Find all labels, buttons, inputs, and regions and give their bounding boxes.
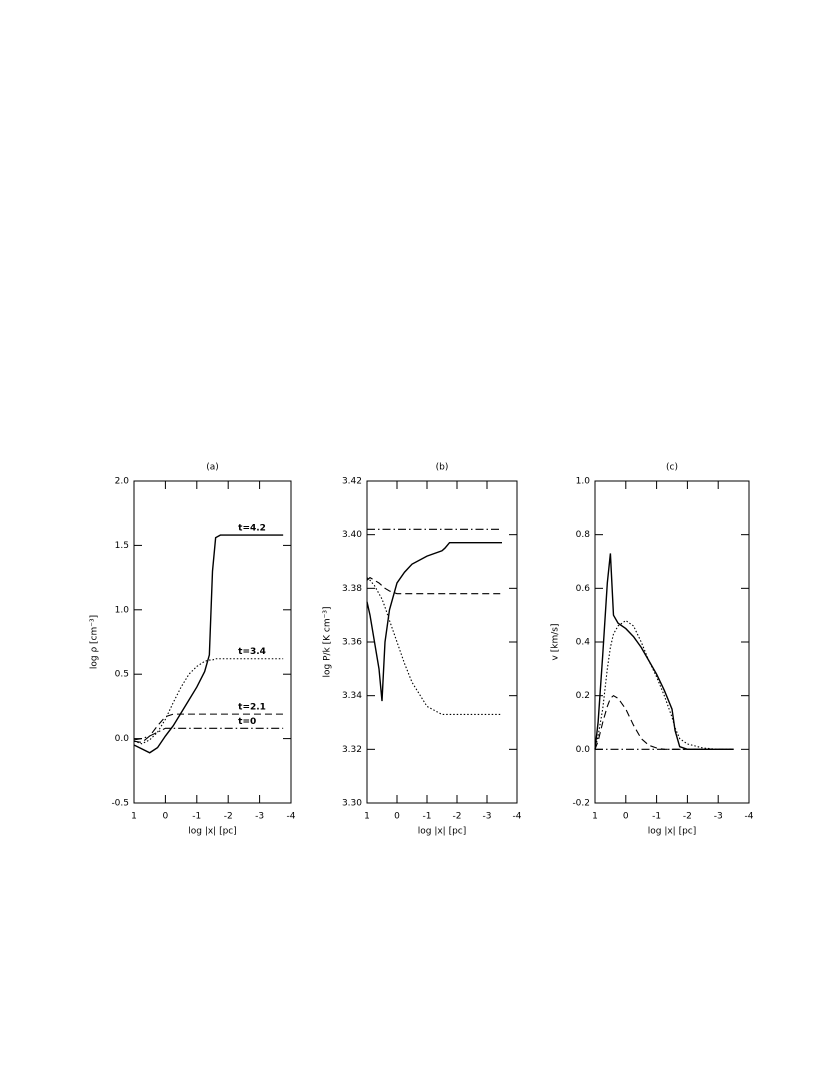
data-line bbox=[133, 727, 284, 741]
series-label: t=4.2 bbox=[238, 524, 266, 534]
y-tick-label: 2.0 bbox=[115, 477, 130, 487]
series-label: t=2.1 bbox=[238, 703, 266, 713]
x-tick-label: 1 bbox=[592, 812, 598, 822]
panel-title: (a) bbox=[206, 463, 219, 473]
data-line bbox=[594, 553, 734, 751]
x-tick-label: -3 bbox=[255, 812, 264, 822]
y-tick-label: 3.36 bbox=[342, 638, 362, 648]
y-tick-label: 1.0 bbox=[115, 605, 130, 615]
y-tick-label: 0.0 bbox=[576, 745, 591, 755]
y-tick-label: 3.38 bbox=[342, 584, 362, 594]
data-line bbox=[133, 658, 284, 745]
x-tick-label: 0 bbox=[163, 812, 169, 822]
x-axis-label: log |x| [pc] bbox=[188, 827, 237, 837]
plot-frame bbox=[133, 480, 292, 804]
panel-title: (c) bbox=[666, 463, 678, 473]
y-tick-label: 1.0 bbox=[576, 477, 591, 487]
x-tick-label: 1 bbox=[131, 812, 137, 822]
y-tick-label: 0.8 bbox=[576, 530, 591, 540]
series-label: t=0 bbox=[238, 717, 256, 727]
x-axis-label: log |x| [pc] bbox=[648, 827, 697, 837]
x-tick-label: -1 bbox=[652, 812, 661, 822]
y-tick-label: 3.40 bbox=[342, 530, 362, 540]
x-tick-label: -3 bbox=[714, 812, 723, 822]
x-tick-label: -4 bbox=[745, 812, 754, 822]
data-line bbox=[594, 619, 734, 750]
y-tick-label: 3.42 bbox=[342, 477, 362, 487]
x-axis-label: log |x| [pc] bbox=[418, 827, 467, 837]
y-axis-label: log P/k [K cm⁻³] bbox=[323, 607, 333, 678]
y-tick-label: -0.5 bbox=[111, 799, 129, 809]
x-tick-label: -4 bbox=[513, 812, 522, 822]
y-axis-label: v [km/s] bbox=[551, 624, 561, 661]
plot-frame bbox=[366, 480, 518, 804]
x-tick-label: -3 bbox=[483, 812, 492, 822]
x-tick-label: -2 bbox=[453, 812, 462, 822]
data-line bbox=[594, 694, 734, 750]
data-line bbox=[133, 534, 284, 754]
y-tick-label: 0.2 bbox=[576, 691, 590, 701]
x-tick-label: -2 bbox=[683, 812, 692, 822]
y-tick-label: 3.30 bbox=[342, 799, 362, 809]
x-tick-label: -2 bbox=[224, 812, 233, 822]
y-tick-label: -0.2 bbox=[572, 799, 590, 809]
y-tick-label: 3.32 bbox=[342, 745, 362, 755]
x-tick-label: 0 bbox=[623, 812, 629, 822]
plot-frame bbox=[594, 480, 750, 804]
data-line bbox=[366, 542, 502, 702]
x-tick-label: -1 bbox=[423, 812, 432, 822]
data-line bbox=[366, 576, 502, 595]
x-tick-label: 1 bbox=[364, 812, 370, 822]
y-tick-label: 1.5 bbox=[115, 541, 129, 551]
y-tick-label: 0.6 bbox=[576, 584, 591, 594]
y-axis-label: log ρ [cm⁻³] bbox=[90, 615, 100, 669]
data-line bbox=[133, 713, 284, 744]
y-tick-label: 0.5 bbox=[115, 670, 129, 680]
y-tick-label: 0.0 bbox=[115, 734, 130, 744]
y-tick-label: 3.34 bbox=[342, 691, 362, 701]
series-label: t=3.4 bbox=[238, 647, 266, 657]
data-line bbox=[366, 577, 502, 715]
x-tick-label: -1 bbox=[192, 812, 201, 822]
x-tick-label: -4 bbox=[287, 812, 296, 822]
x-tick-label: 0 bbox=[394, 812, 400, 822]
y-tick-label: 0.4 bbox=[576, 638, 591, 648]
panel-title: (b) bbox=[436, 463, 449, 473]
